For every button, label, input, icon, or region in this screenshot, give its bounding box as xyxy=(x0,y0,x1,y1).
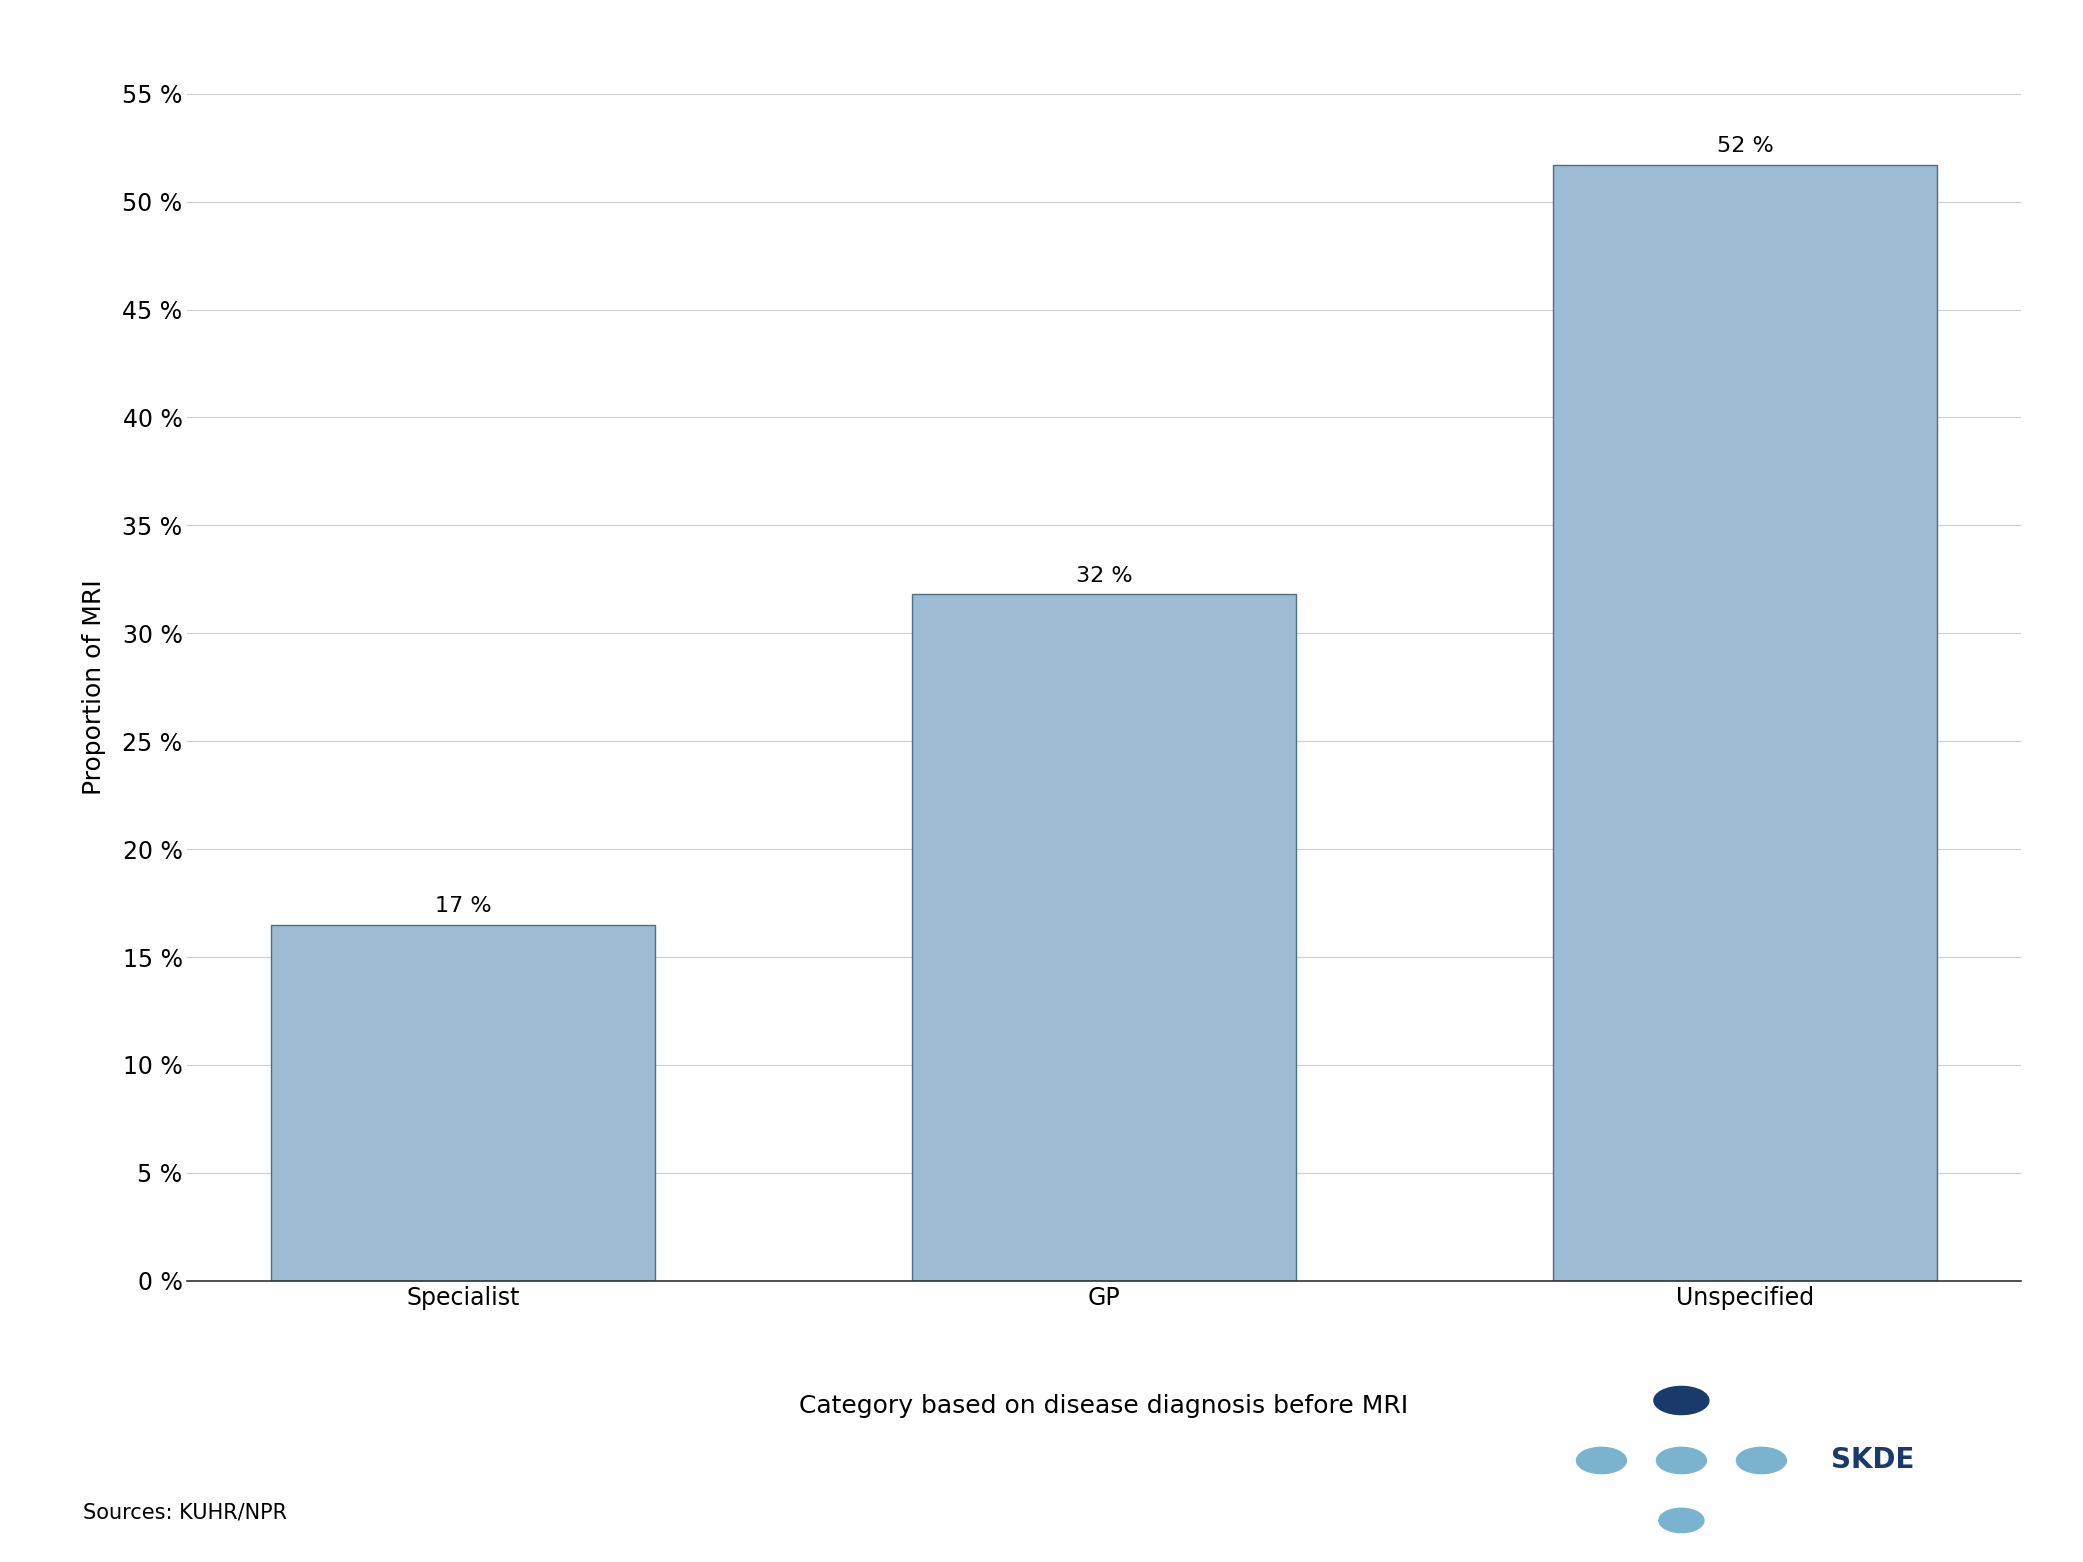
Ellipse shape xyxy=(1658,1509,1704,1532)
Ellipse shape xyxy=(1737,1448,1787,1473)
Ellipse shape xyxy=(1654,1387,1708,1415)
Text: 32 %: 32 % xyxy=(1075,565,1133,586)
Text: 17 %: 17 % xyxy=(435,897,492,915)
Y-axis label: Proportion of MRI: Proportion of MRI xyxy=(81,580,106,795)
Text: 52 %: 52 % xyxy=(1716,136,1773,156)
Bar xyxy=(271,925,656,1281)
Ellipse shape xyxy=(1656,1448,1706,1473)
Bar xyxy=(912,595,1296,1281)
Text: Sources: KUHR/NPR: Sources: KUHR/NPR xyxy=(83,1503,287,1523)
Text: Category based on disease diagnosis before MRI: Category based on disease diagnosis befo… xyxy=(800,1393,1408,1418)
Ellipse shape xyxy=(1577,1448,1627,1473)
Bar xyxy=(1552,166,1937,1281)
Text: SKDE: SKDE xyxy=(1831,1446,1914,1475)
